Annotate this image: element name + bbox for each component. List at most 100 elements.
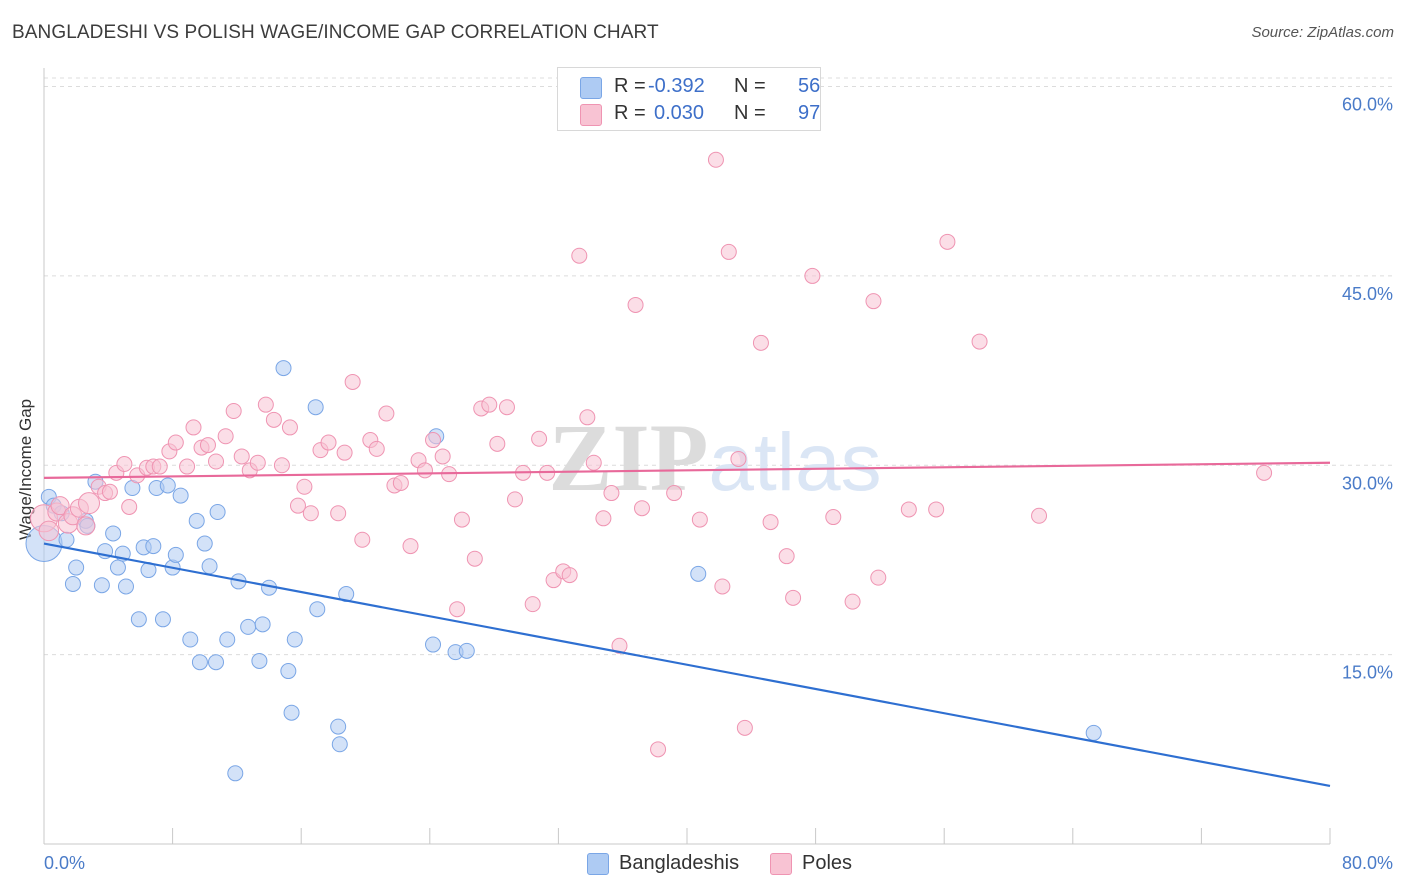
point-poles — [50, 496, 70, 516]
legend-swatch-bangladeshis — [580, 77, 602, 99]
y-tick-label: 15.0% — [1342, 663, 1393, 683]
legend-n-value: 97 — [798, 102, 821, 124]
point-bangladeshis — [93, 577, 110, 594]
point-poles — [804, 267, 821, 284]
point-poles — [531, 430, 548, 447]
point-poles — [720, 243, 737, 260]
point-poles — [778, 548, 795, 565]
point-poles — [928, 501, 945, 518]
legend-label-poles: Poles — [802, 852, 853, 874]
point-poles — [78, 492, 101, 515]
point-bangladeshis — [188, 512, 205, 529]
point-poles — [825, 509, 842, 526]
point-poles — [1256, 464, 1273, 481]
point-bangladeshis — [105, 525, 122, 542]
point-poles — [762, 514, 779, 531]
point-bangladeshis — [130, 611, 147, 628]
point-poles — [281, 419, 298, 436]
point-bangladeshis — [167, 546, 184, 563]
axes — [43, 68, 1331, 845]
point-poles — [1031, 507, 1048, 524]
point-bangladeshis — [219, 631, 236, 648]
point-poles — [585, 454, 602, 471]
point-poles — [506, 491, 523, 508]
point-poles — [633, 500, 650, 517]
point-poles — [900, 501, 917, 518]
x-tick-label: 0.0% — [44, 853, 85, 873]
legend-r-label: R = — [614, 75, 646, 97]
point-poles — [449, 601, 466, 618]
point-poles — [844, 593, 861, 610]
point-bangladeshis — [425, 636, 442, 653]
point-poles — [273, 457, 290, 474]
point-poles — [561, 567, 578, 584]
x-tick-label: 80.0% — [1342, 853, 1393, 873]
point-poles — [579, 409, 596, 426]
point-poles — [865, 293, 882, 310]
point-poles — [344, 373, 361, 390]
point-poles — [425, 432, 442, 449]
point-bangladeshis — [458, 642, 475, 659]
legend-label-bangladeshis: Bangladeshis — [619, 852, 740, 874]
point-poles — [392, 474, 409, 491]
point-poles — [121, 498, 138, 515]
legend-n-label: N = — [734, 75, 766, 97]
point-poles — [217, 428, 234, 445]
source-credit: Source: ZipAtlas.com — [1251, 24, 1394, 41]
point-poles — [707, 151, 724, 168]
point-poles — [378, 405, 395, 422]
point-poles — [603, 485, 620, 502]
legend-swatch-poles — [770, 853, 792, 875]
point-bangladeshis — [330, 718, 347, 735]
y-tick-label: 30.0% — [1342, 473, 1393, 493]
point-poles — [611, 637, 628, 654]
point-poles — [289, 497, 306, 514]
point-poles — [151, 458, 168, 475]
point-poles — [330, 505, 347, 522]
point-poles — [752, 334, 769, 351]
point-bangladeshis — [64, 575, 81, 592]
legend-n-label: N = — [734, 102, 766, 124]
point-poles — [736, 719, 753, 736]
correlation-legend: R = -0.392 N = 56 R = 0.030 N = 97 — [557, 67, 821, 131]
point-poles — [730, 450, 747, 467]
point-poles — [265, 411, 282, 428]
point-poles — [595, 510, 612, 527]
point-bangladeshis — [208, 654, 225, 671]
trend-lines — [43, 461, 1331, 788]
point-poles — [116, 456, 133, 473]
legend-r-value: -0.392 — [648, 75, 705, 97]
point-poles — [38, 520, 60, 542]
point-poles — [76, 516, 96, 536]
point-poles — [434, 448, 451, 465]
point-bangladeshis — [251, 652, 268, 669]
y-tick-label: 45.0% — [1342, 284, 1393, 304]
point-poles — [320, 434, 337, 451]
point-poles — [225, 402, 242, 419]
point-poles — [691, 511, 708, 528]
point-poles — [302, 505, 319, 522]
point-bangladeshis — [117, 578, 134, 595]
point-poles — [296, 478, 313, 495]
point-poles — [489, 435, 506, 452]
point-poles — [571, 247, 588, 264]
point-poles — [185, 419, 202, 436]
point-bangladeshis — [191, 654, 208, 671]
point-poles — [453, 511, 470, 528]
point-poles — [666, 485, 683, 502]
point-bangladeshis — [690, 565, 707, 582]
point-bangladeshis — [286, 631, 303, 648]
point-bangladeshis — [109, 559, 126, 576]
point-poles — [627, 296, 644, 313]
point-bangladeshis — [58, 531, 75, 548]
legend-r-label: R = — [614, 102, 646, 124]
point-bangladeshis — [307, 399, 324, 416]
y-tick-label: 60.0% — [1342, 95, 1393, 115]
point-poles — [870, 569, 887, 586]
tick-labels: 15.0% 30.0% 45.0% 60.0% 0.0% 80.0% — [44, 95, 1393, 873]
point-poles — [971, 333, 988, 350]
point-bangladeshis — [1085, 724, 1102, 741]
legend-swatch-poles — [580, 104, 602, 126]
point-poles — [179, 458, 196, 475]
